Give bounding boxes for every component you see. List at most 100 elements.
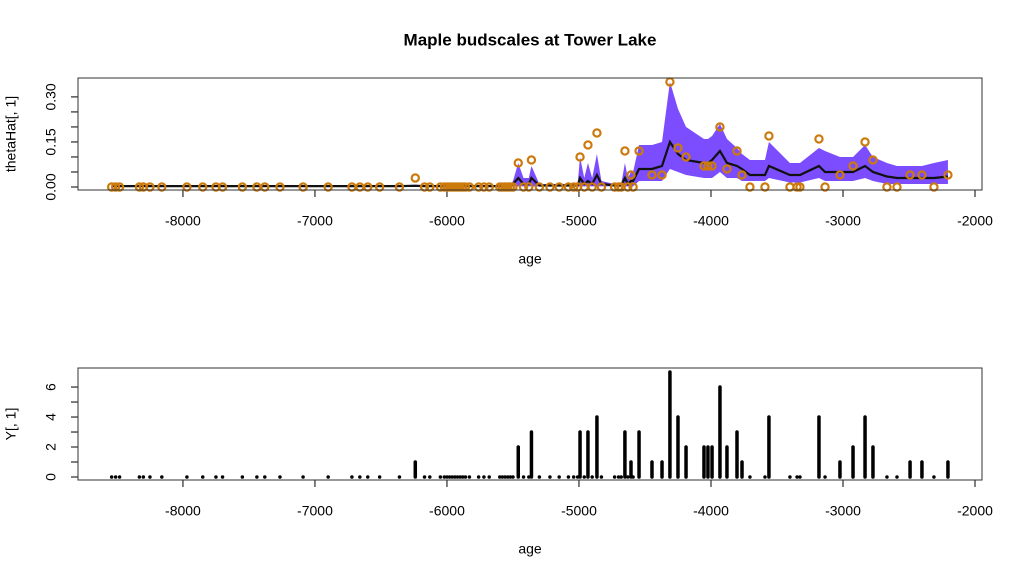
estimate-line <box>111 139 949 188</box>
x-tick-label: -7000 <box>297 503 333 519</box>
y-tick-label: 6 <box>43 383 59 391</box>
observed-point <box>848 161 858 171</box>
observed-point <box>592 128 602 138</box>
x-tick-label: -7000 <box>297 213 333 229</box>
observed-point <box>732 146 742 156</box>
observed-point <box>513 158 523 168</box>
x-tick-label: -4000 <box>693 503 729 519</box>
observed-point <box>374 182 385 192</box>
x-tick-label: -8000 <box>165 213 201 229</box>
observed-point <box>681 152 691 162</box>
observed-point <box>260 182 270 192</box>
x-tick-label: -2000 <box>957 503 993 519</box>
y-tick-label: 2 <box>43 443 59 451</box>
y-tick-label: 4 <box>43 413 59 421</box>
x-tick-label: -5000 <box>561 503 597 519</box>
observed-point <box>623 182 633 192</box>
x-tick-label: -6000 <box>429 503 465 519</box>
observed-point <box>583 140 593 150</box>
observed-point <box>363 182 373 192</box>
observed-point <box>628 182 638 192</box>
observed-point <box>145 182 155 192</box>
observed-point <box>715 122 725 132</box>
observed-point <box>657 170 667 180</box>
observed-point <box>892 182 902 192</box>
observed-point <box>943 170 953 180</box>
observed-point <box>745 182 755 192</box>
x-axis-label: age <box>518 541 542 557</box>
chart-title: Maple budscales at Tower Lake <box>404 30 657 49</box>
observed-point <box>110 182 121 192</box>
observed-point <box>410 173 420 183</box>
observed-point <box>217 182 228 192</box>
observed-point <box>460 182 471 192</box>
x-tick-label: -4000 <box>693 213 729 229</box>
observed-point <box>737 170 747 180</box>
observed-point <box>814 134 824 144</box>
observed-point <box>882 182 892 192</box>
observed-point <box>596 182 607 192</box>
observed-point <box>722 164 732 174</box>
observed-point <box>563 182 574 192</box>
observed-point <box>673 143 683 153</box>
y-tick-label: 0.00 <box>43 173 59 200</box>
observed-point <box>394 182 405 192</box>
observed-point <box>868 155 878 165</box>
confidence-band <box>111 81 948 187</box>
y-axis-label: thetaHat[, 1] <box>3 96 19 172</box>
x-tick-label: -5000 <box>561 213 597 229</box>
observed-point <box>703 161 713 171</box>
observed-point <box>587 182 597 192</box>
observed-point <box>760 182 770 192</box>
observed-point <box>464 182 475 192</box>
observed-point <box>518 182 529 192</box>
observed-point <box>795 182 805 192</box>
observed-point <box>524 182 534 192</box>
observed-point <box>835 170 845 180</box>
observed-point <box>905 170 915 180</box>
y-tick-label: 0.15 <box>43 128 59 155</box>
observed-point <box>473 182 484 192</box>
observed-point <box>575 152 585 162</box>
observed-point <box>917 170 927 180</box>
observed-point <box>626 170 636 180</box>
observed-point <box>114 182 125 192</box>
observed-point <box>275 182 285 192</box>
observed-point <box>764 131 774 141</box>
observed-point <box>198 182 208 192</box>
observed-point <box>860 137 870 147</box>
observed-point <box>479 182 489 192</box>
x-tick-label: -6000 <box>429 213 465 229</box>
observed-point <box>568 182 579 192</box>
y-axis-label: Y[, 1] <box>3 408 19 441</box>
x-tick-label: -8000 <box>165 503 201 519</box>
observed-point <box>647 170 657 180</box>
x-tick-label: -3000 <box>825 213 861 229</box>
plot-frame <box>77 367 983 481</box>
x-axis-label: age <box>518 251 542 267</box>
observed-point <box>508 182 518 192</box>
observed-point <box>554 182 564 192</box>
observed-point <box>182 182 192 192</box>
y-tick-label: 0 <box>43 473 59 481</box>
y-tick-label: 0.30 <box>43 83 59 110</box>
observed-point <box>425 182 435 192</box>
observed-point <box>620 146 630 156</box>
x-tick-label: -2000 <box>957 213 993 229</box>
observed-point <box>157 182 167 192</box>
observed-point <box>484 182 494 192</box>
observed-point <box>134 182 145 192</box>
observed-point <box>929 182 939 192</box>
x-tick-label: -3000 <box>825 503 861 519</box>
observed-point <box>820 182 830 192</box>
plot-frame <box>77 77 983 191</box>
observed-point <box>534 182 545 192</box>
observed-point <box>707 161 717 171</box>
observed-point <box>298 182 308 192</box>
observed-point <box>545 182 555 192</box>
observed-point <box>323 182 333 192</box>
observed-point <box>419 182 430 192</box>
observed-point <box>634 146 644 156</box>
